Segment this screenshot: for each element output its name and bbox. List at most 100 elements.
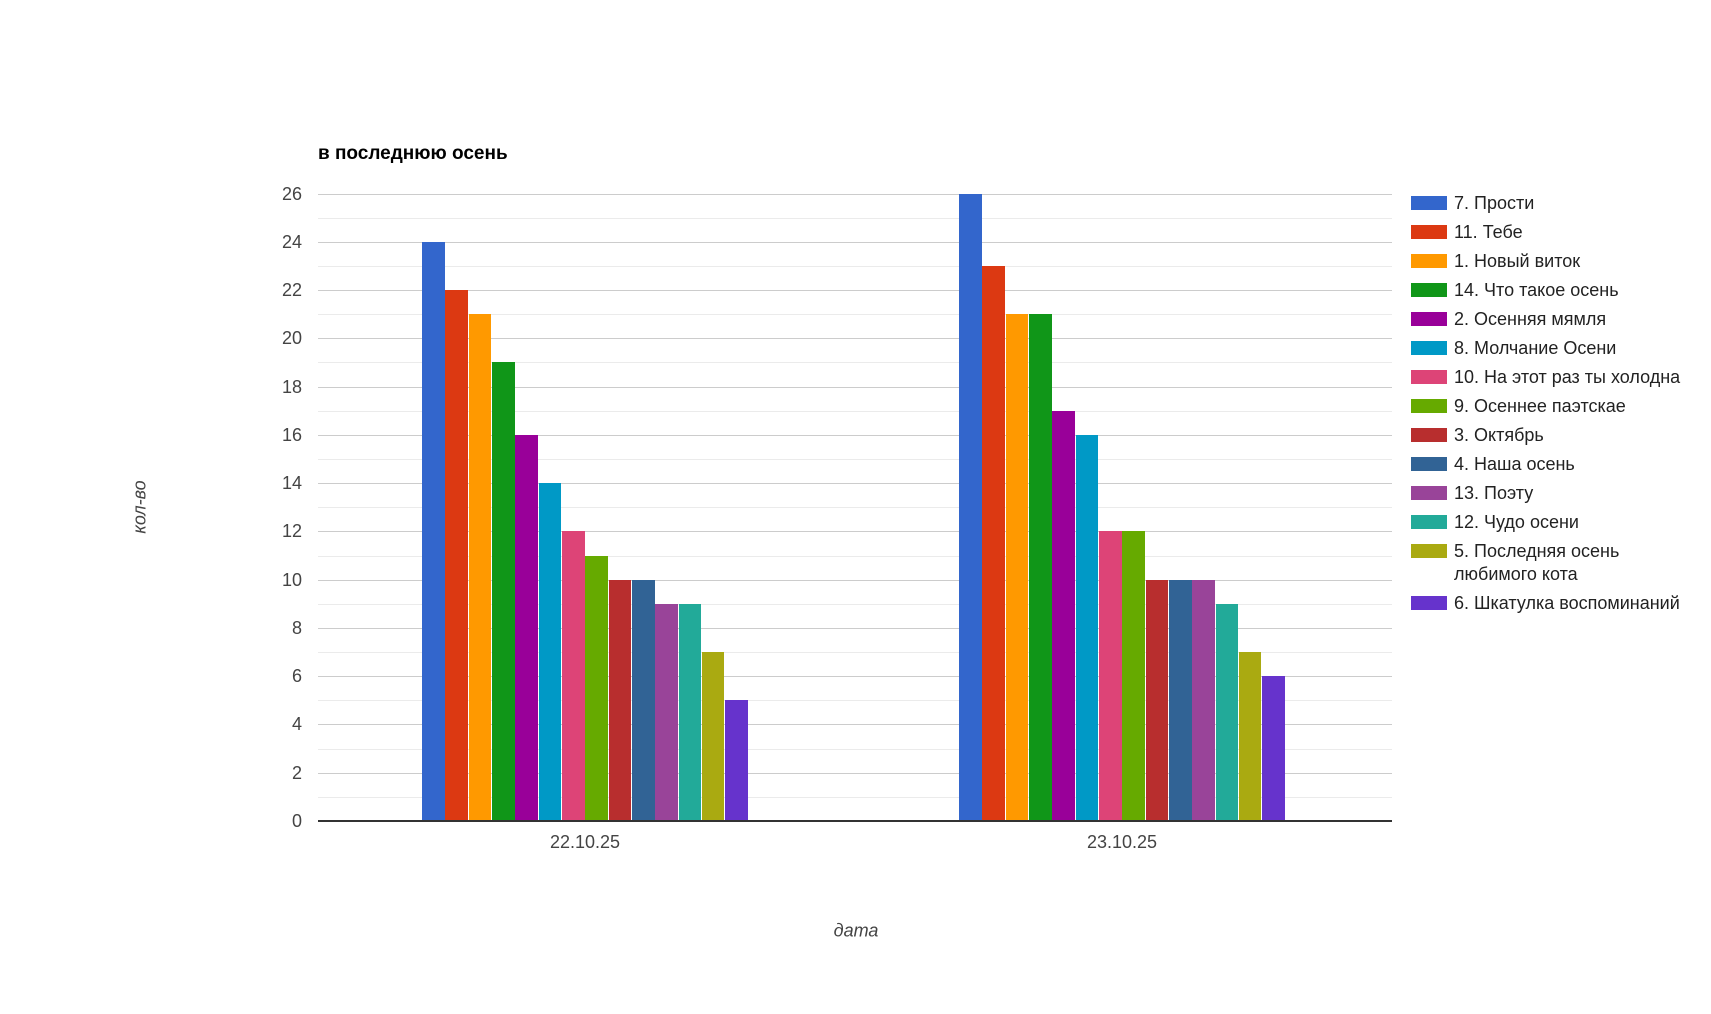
legend-item-label: 2. Осенняя мямля <box>1454 309 1607 329</box>
legend-item-label: 10. На этот раз ты холодна <box>1454 367 1681 387</box>
legend-swatch <box>1411 283 1447 297</box>
legend-item: 9. Осеннее паэтскае <box>1411 395 1711 418</box>
y-tick-label: 24 <box>281 231 302 252</box>
gridline-major <box>318 627 1392 629</box>
legend-item-label: 9. Осеннее паэтскае <box>1454 396 1626 416</box>
legend-item: 13. Поэту <box>1411 482 1711 505</box>
y-tick-label: 18 <box>281 376 302 397</box>
x-tick-label: 23.10.25 <box>1086 832 1158 852</box>
bar-22.10.25-s10 <box>632 579 655 821</box>
bar-22.10.25-s8 <box>585 555 608 821</box>
legend-item: 14. Что такое осень <box>1411 279 1711 302</box>
y-tick-label: 20 <box>281 328 302 349</box>
gridline-minor <box>318 652 1392 654</box>
legend-item-label: 11. Тебе <box>1454 222 1523 242</box>
bar-23.10.25-s14 <box>1262 676 1285 821</box>
legend-item: 5. Последняя осень любимого кота <box>1411 540 1711 586</box>
chart-title: в последнюю осень <box>318 143 508 164</box>
legend-item-label: 13. Поэту <box>1454 483 1534 503</box>
legend-item-label: 12. Чудо осени <box>1454 512 1579 532</box>
gridline-minor <box>318 265 1392 267</box>
legend: 7. Прости 11. Тебе 1. Новый виток 14. Что т… <box>1411 192 1711 621</box>
y-tick-label: 10 <box>281 569 302 590</box>
legend-item-label: 5. Последняя осень любимого кота <box>1454 541 1620 584</box>
bar-23.10.25-s1 <box>959 193 982 821</box>
legend-swatch <box>1411 225 1447 239</box>
bar-23.10.25-s6 <box>1075 434 1099 821</box>
legend-swatch <box>1411 341 1447 355</box>
bar-22.10.25-s9 <box>608 579 632 821</box>
y-tick-label: 22 <box>281 280 302 301</box>
gridline-minor <box>318 603 1392 605</box>
bar-22.10.25-s1 <box>422 241 445 821</box>
legend-swatch <box>1411 312 1447 326</box>
gridline-major <box>318 241 1392 243</box>
legend-item-label: 1. Новый виток <box>1454 251 1581 271</box>
y-tick-label: 12 <box>281 521 302 542</box>
bar-22.10.25-s13 <box>702 652 725 821</box>
bar-22.10.25-s12 <box>678 603 702 821</box>
y-tick-label: 6 <box>291 666 302 687</box>
y-tick-label: 8 <box>291 617 302 638</box>
gridline-minor <box>318 748 1392 750</box>
bar-23.10.25-s5 <box>1052 410 1075 821</box>
y-tick-label: 16 <box>281 424 302 445</box>
legend-item: 7. Прости <box>1411 192 1711 215</box>
y-tick-label: 4 <box>291 714 302 735</box>
y-tick-label: 0 <box>291 811 302 831</box>
gridline-minor <box>318 700 1392 702</box>
bar-23.10.25-s8 <box>1122 531 1145 821</box>
y-tick-label: 14 <box>281 473 302 494</box>
legend-swatch <box>1411 486 1447 500</box>
legend-swatch <box>1411 544 1447 558</box>
legend-item: 1. Новый виток <box>1411 250 1711 273</box>
gridline-major <box>318 579 1392 581</box>
bar-23.10.25-s3 <box>1005 314 1029 821</box>
legend-item-label: 3. Октябрь <box>1454 425 1544 445</box>
gridline-major <box>318 772 1392 774</box>
bar-22.10.25-s14 <box>725 700 748 821</box>
gridline-major <box>318 724 1392 726</box>
x-tick-label: 22.10.25 <box>549 832 621 852</box>
gridline-major <box>318 531 1392 533</box>
bar-23.10.25-s7 <box>1099 531 1122 821</box>
legend-item: 11. Тебе <box>1411 221 1711 244</box>
legend-item: 2. Осенняя мямля <box>1411 308 1711 331</box>
bar-22.10.25-s5 <box>515 434 538 821</box>
legend-swatch <box>1411 196 1447 210</box>
y-tick-label: 2 <box>291 762 302 783</box>
legend-item-label: 6. Шкатулка воспоминаний <box>1454 593 1680 613</box>
gridline-major <box>318 434 1392 436</box>
legend-item: 4. Наша осень <box>1411 453 1711 476</box>
legend-swatch <box>1411 370 1447 384</box>
bar-23.10.25-s4 <box>1029 314 1052 821</box>
gridline-minor <box>318 314 1392 316</box>
bar-23.10.25-s12 <box>1215 603 1239 821</box>
gridline-major <box>318 386 1392 388</box>
gridline-major <box>318 338 1392 340</box>
legend-item-label: 7. Прости <box>1454 193 1535 213</box>
gridline-major <box>318 483 1392 485</box>
legend-item: 10. На этот раз ты холодна <box>1411 366 1711 389</box>
bar-22.10.25-s3 <box>468 314 492 821</box>
legend-swatch <box>1411 596 1447 610</box>
y-axis-title: кол-во <box>129 480 150 534</box>
bar-22.10.25-s2 <box>445 290 468 821</box>
legend-swatch <box>1411 457 1447 471</box>
bar-22.10.25-s7 <box>562 531 585 821</box>
x-axis-line <box>318 820 1392 822</box>
gridline-minor <box>318 217 1392 219</box>
legend-item: 8. Молчание Осени <box>1411 337 1711 360</box>
legend-swatch <box>1411 399 1447 413</box>
legend-swatch <box>1411 254 1447 268</box>
legend-item-label: 14. Что такое осень <box>1454 280 1619 300</box>
gridline-minor <box>318 796 1392 798</box>
legend-swatch <box>1411 428 1447 442</box>
bar-22.10.25-s4 <box>492 362 515 821</box>
legend-swatch <box>1411 515 1447 529</box>
bar-22.10.25-s6 <box>538 483 562 821</box>
gridline-minor <box>318 507 1392 509</box>
bar-23.10.25-s11 <box>1192 579 1215 821</box>
legend-item: 6. Шкатулка воспоминаний <box>1411 592 1711 615</box>
